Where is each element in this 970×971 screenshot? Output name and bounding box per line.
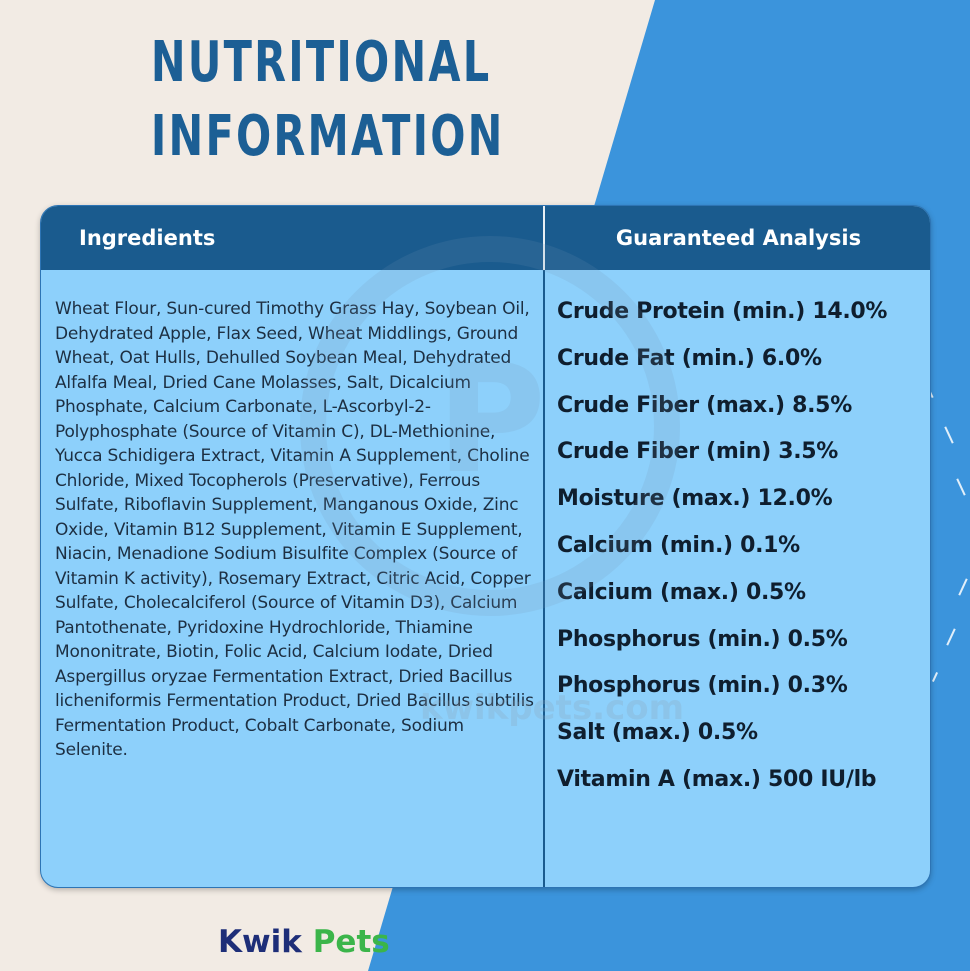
analysis-item: Crude Fiber (max.) 8.5% <box>557 392 852 418</box>
analysis-item: Calcium (max.) 0.5% <box>557 579 806 605</box>
ingredients-header: Ingredients <box>79 226 216 250</box>
analysis-list: Crude Protein (min.) 14.0% Crude Fat (mi… <box>557 289 929 804</box>
table-header <box>41 206 930 270</box>
analysis-item: Phosphorus (min.) 0.3% <box>557 673 848 699</box>
page-title: NUTRITIONAL INFORMATION <box>150 26 505 174</box>
analysis-item: Salt (max.) 0.5% <box>557 720 758 746</box>
analysis-header: Guaranteed Analysis <box>615 226 862 250</box>
nutrition-table: Ingredients Guaranteed Analysis Wheat Fl… <box>40 205 931 888</box>
column-divider <box>543 206 545 887</box>
analysis-item: Vitamin A (max.) 500 IU/lb <box>557 766 877 792</box>
analysis-item: Crude Fiber (min) 3.5% <box>557 439 839 465</box>
title-line-1: NUTRITIONAL <box>150 30 492 95</box>
analysis-item: Calcium (min.) 0.1% <box>557 532 800 558</box>
analysis-item: Moisture (max.) 12.0% <box>557 486 833 512</box>
brand-name-pets: Pets <box>312 924 390 960</box>
analysis-item: Phosphorus (min.) 0.5% <box>557 626 848 652</box>
brand-name-kwik: Kwik <box>218 924 302 960</box>
title-line-2: INFORMATION <box>150 104 505 169</box>
analysis-item: Crude Fat (min.) 6.0% <box>557 345 822 371</box>
brand-logo: Kwik Pets <box>218 922 390 962</box>
header-divider <box>543 206 545 270</box>
ingredients-text: Wheat Flour, Sun-cured Timothy Grass Hay… <box>55 299 534 760</box>
analysis-item: Crude Protein (min.) 14.0% <box>557 299 888 324</box>
